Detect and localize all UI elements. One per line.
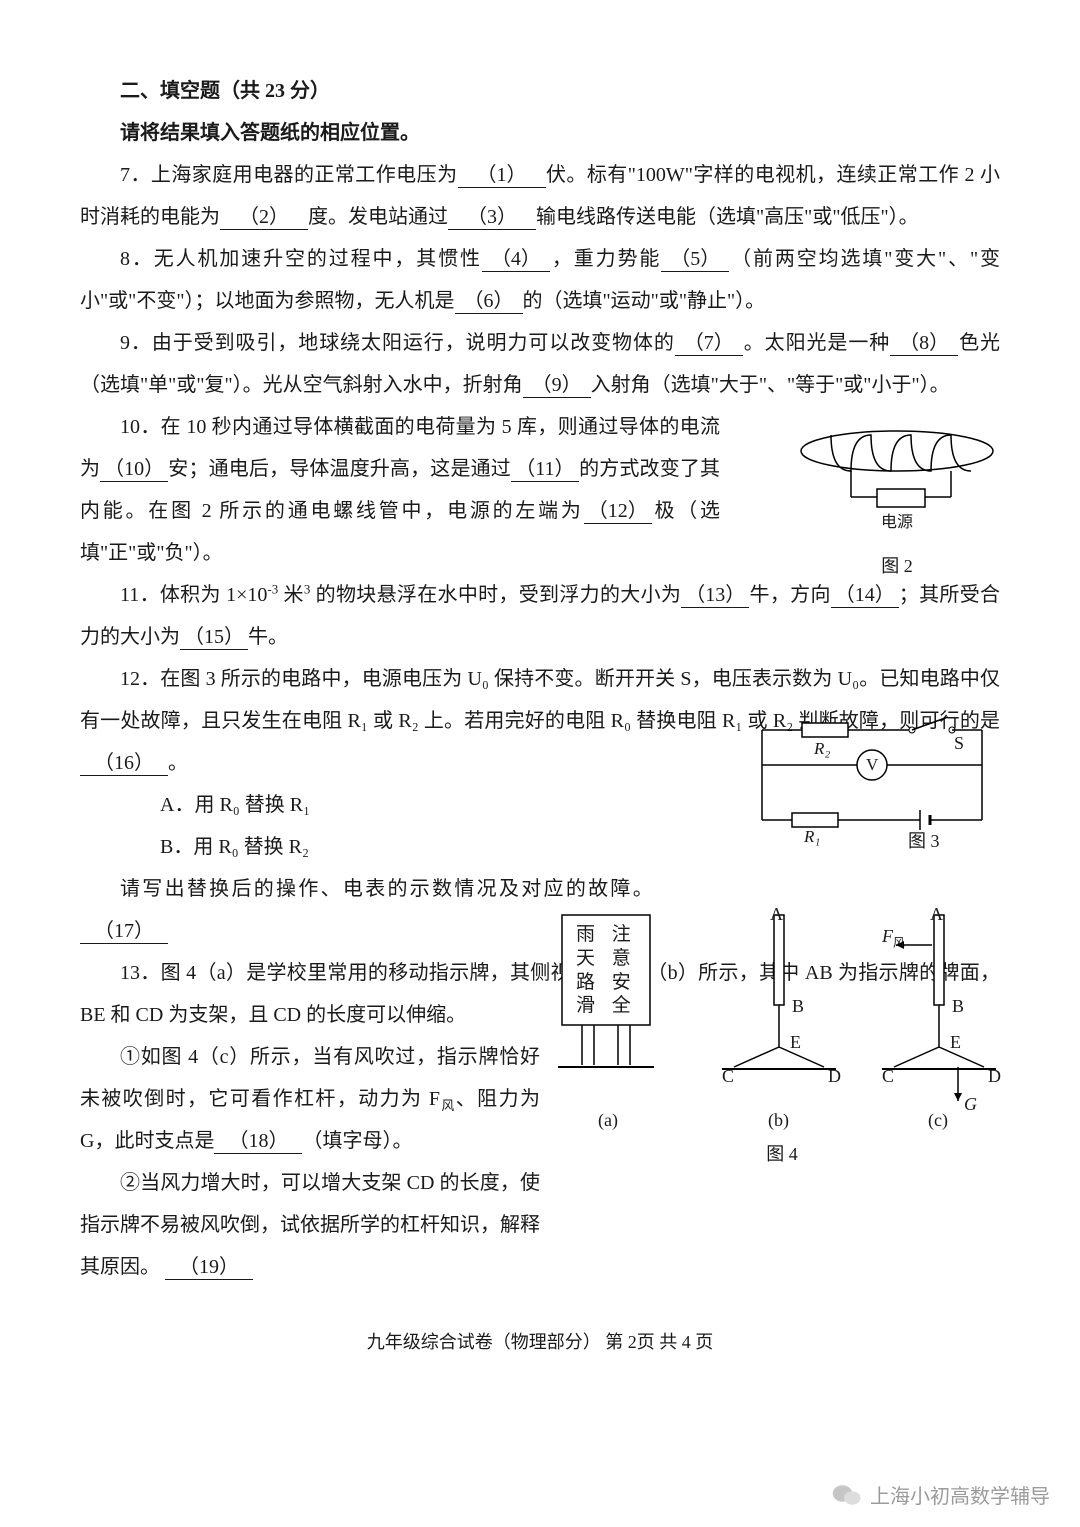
q9-t4: 入射角（选填"大于"、"等于"或"小于"）。 — [591, 374, 950, 396]
q12-post-text: 请写出替换后的操作、电表的示数情况及对应的故障。 — [120, 878, 655, 900]
section-heading: 二、填空题（共 23 分） — [80, 70, 1000, 112]
blank-13[interactable]: （13） — [681, 583, 749, 608]
fig4-label-b: (b) — [768, 1111, 789, 1129]
q11-t1b: 米 — [278, 584, 304, 606]
fig4b-D: D — [828, 1067, 841, 1085]
fig4c-A: A — [930, 905, 943, 923]
question-10: 10．在 10 秒内通过导体横截面的电荷量为 5 库，则通过导体的电流为（10）… — [80, 406, 720, 574]
fig3-v: V — [866, 755, 878, 775]
fig4c-C: C — [882, 1067, 894, 1085]
question-13-part2: ②当风力增大时，可以增大支架 CD 的长度，使指示牌不易被风吹倒，试依据所学的杠… — [80, 1162, 540, 1288]
fig3-r2: R₂ — [814, 739, 830, 759]
q11-t1c: 的物块悬浮在水中时，受到浮力的大小为 — [310, 584, 681, 606]
fig4-l1a: 雨 — [576, 924, 601, 945]
fig4c-F: F — [882, 926, 893, 946]
fig4-l2a: 天 — [576, 948, 601, 969]
question-13-part1: ①如图 4（c）所示，当有风吹过，指示牌恰好未被吹倒时，它可看作杠杆，动力为 F… — [80, 1036, 540, 1162]
fig2-ps-label: 电源 — [792, 508, 1002, 532]
fig2-caption: 图 2 — [792, 552, 1002, 578]
q8-t2: ，重力势能 — [550, 248, 661, 270]
fig4c-Fsub: 风 — [893, 937, 905, 950]
figure-4: 雨 注 天 意 路 安 滑 全 A B E C D A B E C D F风 G… — [552, 905, 1012, 1163]
blank-11[interactable]: （11） — [511, 457, 579, 482]
blank-3[interactable]: （3） — [448, 205, 536, 230]
blank-17[interactable]: （17） — [80, 919, 168, 944]
blank-8[interactable]: （8） — [890, 331, 958, 356]
fig4-l3b: 安 — [612, 972, 637, 993]
blank-9[interactable]: （9） — [523, 373, 591, 398]
fig4-l4a: 滑 — [576, 995, 601, 1016]
q11-exp1: -3 — [267, 581, 278, 596]
fig4b-E: E — [790, 1033, 801, 1051]
q7-t1: 7．上海家庭用电器的正常工作电压为 — [120, 164, 458, 186]
blank-7[interactable]: （7） — [675, 331, 743, 356]
q10-t2: 安；通电后，导体温度升高，这是通过 — [168, 458, 511, 480]
q13-p1sub: 风 — [440, 1098, 456, 1113]
fig4b-C: C — [722, 1067, 734, 1085]
q8-t1: 8．无人机加速升空的过程中，其惯性 — [120, 248, 482, 270]
blank-12[interactable]: （12） — [584, 499, 652, 524]
q7-t4: 输电线路传送电能（选填"高压"或"低压"）。 — [536, 206, 919, 228]
q13-p1c: （填字母）。 — [302, 1130, 412, 1152]
blank-6[interactable]: （6） — [455, 289, 523, 314]
q12-tail: 。 — [168, 752, 188, 774]
question-7: 7．上海家庭用电器的正常工作电压为（1）伏。标有"100W"字样的电视机，连续正… — [80, 154, 1000, 238]
fig4-l2b: 意 — [612, 948, 637, 969]
wechat-icon — [832, 1483, 862, 1507]
q11-t2: 牛，方向 — [749, 584, 831, 606]
fig4b-B: B — [792, 997, 804, 1015]
q12-option-a: A．用 R₀ 替换 R₁ — [80, 784, 660, 826]
question-8: 8．无人机加速升空的过程中，其惯性（4），重力势能（5）（前两空均选填"变大"、… — [80, 238, 1000, 322]
instructions: 请将结果填入答题纸的相应位置。 — [80, 112, 1000, 154]
fig4c-D: D — [988, 1067, 1001, 1085]
blank-14[interactable]: （14） — [831, 583, 899, 608]
fig4c-B: B — [952, 997, 964, 1015]
blank-16[interactable]: （16） — [80, 751, 168, 776]
fig4-l4b: 全 — [612, 995, 637, 1016]
q12-option-b: B．用 R₀ 替换 R₂ — [80, 826, 660, 868]
fig4-label-a: (a) — [598, 1111, 618, 1129]
blank-5[interactable]: （5） — [661, 247, 729, 272]
blank-19[interactable]: （19） — [165, 1255, 253, 1280]
q7-t3: 度。发电站通过 — [308, 206, 448, 228]
fig3-r1: R₁ — [804, 827, 820, 847]
fig4-l3a: 路 — [576, 972, 601, 993]
watermark: 上海小初高数学辅导 — [832, 1480, 1050, 1509]
blank-2[interactable]: （2） — [220, 205, 308, 230]
q9-t2: 。太阳光是一种 — [743, 332, 890, 354]
question-9: 9．由于受到吸引，地球绕太阳运行，说明力可以改变物体的（7）。太阳光是一种（8）… — [80, 322, 1000, 406]
blank-4[interactable]: （4） — [482, 247, 550, 272]
figure-2: 电源 图 2 — [792, 427, 1002, 578]
blank-1[interactable]: （1） — [458, 163, 546, 188]
blank-10[interactable]: （10） — [100, 457, 168, 482]
blank-18[interactable]: （18） — [214, 1129, 302, 1154]
q8-t4: 的（选填"运动"或"静止"）。 — [523, 290, 766, 312]
q9-t1: 9．由于受到吸引，地球绕太阳运行，说明力可以改变物体的 — [120, 332, 675, 354]
q11-t4: 牛。 — [248, 626, 288, 648]
q11-t1a: 11．体积为 1×10 — [120, 584, 267, 606]
fig4-caption: 图 4 — [552, 1145, 1012, 1163]
blank-15[interactable]: （15） — [180, 625, 248, 650]
fig4-l1b: 注 — [612, 924, 637, 945]
fig4c-G: G — [964, 1095, 977, 1113]
fig4b-A: A — [770, 905, 783, 923]
fig3-s: S — [954, 733, 964, 754]
figure-3: R₂ S V R₁ 图 3 — [742, 715, 1002, 850]
fig4-label-c: (c) — [928, 1111, 948, 1129]
watermark-text: 上海小初高数学辅导 — [870, 1480, 1050, 1509]
fig4c-E: E — [950, 1033, 961, 1051]
fig3-caption: 图 3 — [908, 827, 940, 853]
page-footer: 九年级综合试卷（物理部分） 第 2页 共 4 页 — [80, 1324, 1000, 1362]
question-11: 11．体积为 1×10-3 米3 的物块悬浮在水中时，受到浮力的大小为（13）牛… — [80, 574, 1000, 658]
q13-p2a: ②当风力增大时，可以增大支架 CD 的长度，使指示牌不易被风吹倒，试依据所学的杠… — [80, 1172, 540, 1278]
